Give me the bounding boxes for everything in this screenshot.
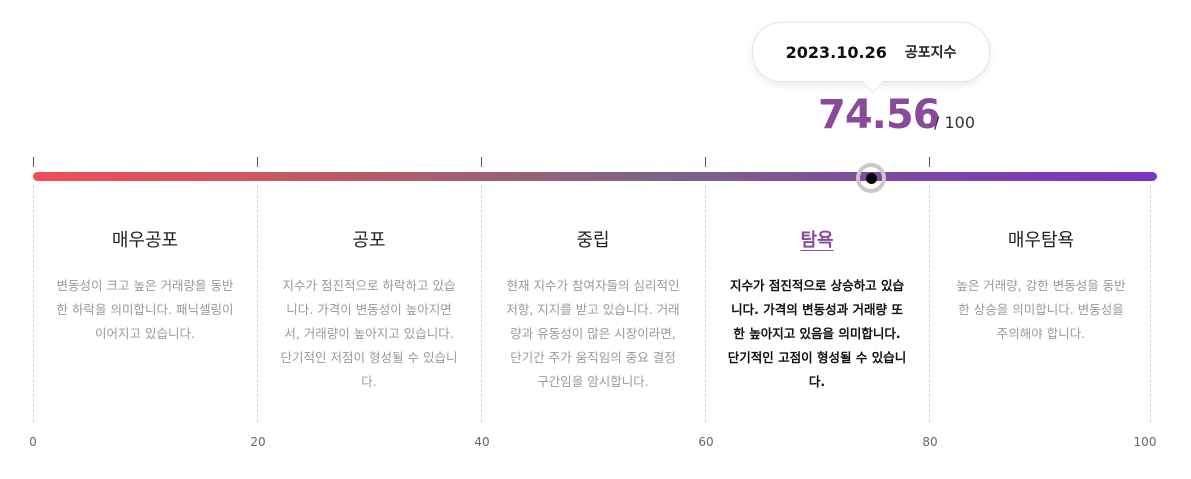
tick bbox=[33, 157, 34, 167]
zone-title[interactable]: 탐욕 bbox=[800, 230, 834, 251]
date-tooltip: 2023.10.26 공포지수 bbox=[752, 22, 990, 82]
tick bbox=[257, 157, 258, 167]
index-max: / 100 bbox=[934, 113, 976, 132]
fear-greed-gauge-bar bbox=[33, 172, 1157, 181]
tick bbox=[705, 157, 706, 167]
axis-label: 100 bbox=[1133, 435, 1157, 449]
axis-label: 60 bbox=[698, 435, 714, 449]
axis-label: 20 bbox=[250, 435, 266, 449]
tooltip-date: 2023.10.26 bbox=[785, 42, 887, 62]
zone-description: 높은 거래량, 강한 변동성을 동반한 상승을 의미합니다. 변동성을 주의해야… bbox=[956, 278, 1126, 341]
zone-description: 지수가 점진적으로 하락하고 있습니다. 가격이 변동성이 높아지면서, 거래량… bbox=[280, 278, 458, 389]
tick bbox=[481, 157, 482, 167]
index-value: 74.56 bbox=[818, 92, 941, 138]
zone-title: 매우공포 bbox=[111, 230, 179, 251]
zone-description: 지수가 점진적으로 상승하고 있습니다. 가격의 변동성과 거래량 또한 높아지… bbox=[727, 278, 907, 389]
axis-label: 40 bbox=[474, 435, 490, 449]
divider bbox=[929, 185, 930, 422]
tick bbox=[929, 157, 930, 167]
divider bbox=[1150, 185, 1151, 422]
zone-title: 공포 bbox=[352, 230, 386, 251]
zone-title: 매우탐욕 bbox=[1007, 230, 1075, 251]
divider bbox=[481, 185, 482, 422]
divider bbox=[705, 185, 706, 422]
zone-title: 중립 bbox=[576, 230, 610, 251]
gauge-marker[interactable] bbox=[856, 163, 887, 193]
tooltip-label: 공포지수 bbox=[904, 45, 957, 61]
axis-label: 80 bbox=[922, 435, 938, 449]
marker-dot-icon bbox=[865, 172, 877, 184]
divider bbox=[33, 185, 34, 422]
axis-label: 0 bbox=[29, 435, 37, 449]
zone-description: 변동성이 크고 높은 거래량을 동반한 하락을 의미합니다. 패닉셀링이 이어지… bbox=[56, 278, 234, 341]
divider bbox=[257, 185, 258, 422]
zone-description: 현재 지수가 참여자들의 심리적인 저항, 지지를 받고 있습니다. 거래량과 … bbox=[506, 278, 680, 389]
